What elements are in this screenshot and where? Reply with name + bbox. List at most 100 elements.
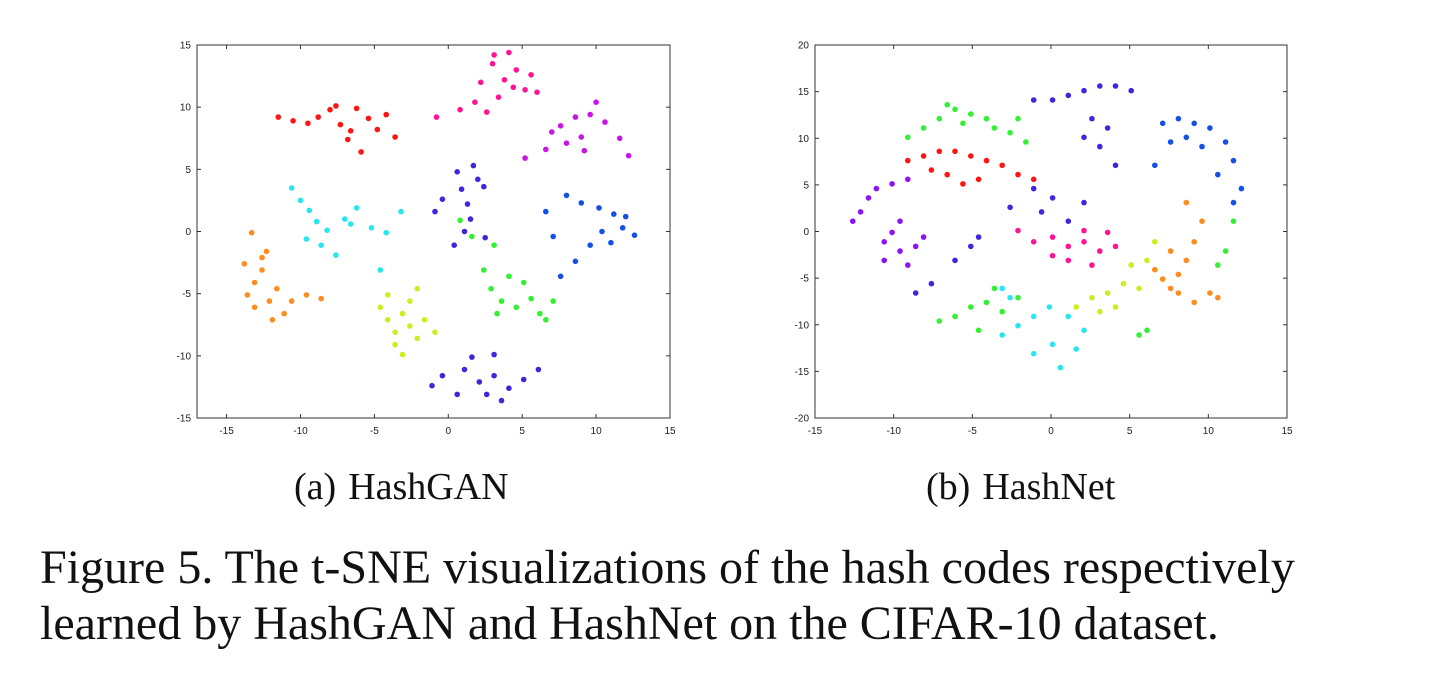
data-point	[475, 176, 481, 183]
data-point	[1238, 185, 1245, 192]
data-point	[318, 295, 325, 302]
data-point	[1081, 87, 1087, 94]
data-point	[1065, 92, 1072, 99]
y-tick-label: 5	[803, 180, 809, 191]
data-point	[928, 280, 935, 287]
data-point	[461, 366, 468, 373]
data-point	[501, 77, 508, 83]
data-point	[482, 234, 489, 241]
y-tick-label: -5	[182, 289, 191, 300]
data-point	[383, 111, 390, 118]
data-point	[983, 299, 990, 306]
data-point	[421, 317, 428, 323]
data-point	[889, 229, 895, 236]
data-point	[342, 216, 348, 222]
point-cluster	[457, 217, 556, 323]
data-point	[936, 148, 943, 155]
data-point	[1104, 290, 1111, 296]
data-point	[439, 372, 446, 379]
data-point	[1183, 199, 1190, 206]
data-point	[489, 60, 496, 67]
data-point	[881, 257, 887, 264]
data-point	[1230, 157, 1237, 164]
y-tick-label: -15	[177, 414, 192, 425]
data-point	[384, 317, 391, 323]
data-point	[599, 228, 605, 235]
data-point	[572, 114, 579, 120]
data-point	[1215, 294, 1221, 301]
data-point	[631, 232, 638, 238]
data-point	[587, 242, 593, 248]
data-point	[535, 366, 542, 373]
data-point	[513, 304, 520, 311]
data-point	[288, 185, 295, 191]
data-point	[1089, 294, 1095, 301]
data-point	[461, 228, 468, 235]
data-point	[1222, 139, 1229, 145]
data-point	[960, 120, 966, 127]
data-point	[920, 153, 927, 159]
data-point	[619, 225, 626, 231]
point-cluster	[377, 285, 438, 358]
data-point	[1175, 290, 1182, 296]
subcaption-hashnet: (b) HashNet	[926, 468, 1115, 506]
data-point	[297, 197, 304, 204]
figure-caption: Figure 5. The t-SNE visualizations of th…	[40, 540, 1440, 652]
data-point	[274, 285, 280, 292]
data-point	[1049, 234, 1056, 240]
data-point	[491, 351, 497, 358]
data-point	[850, 218, 856, 224]
data-point	[248, 229, 255, 236]
y-tick-label: 20	[798, 41, 810, 52]
point-cluster	[543, 192, 638, 280]
point-cluster	[433, 49, 540, 120]
data-point	[1183, 257, 1190, 264]
data-point	[464, 201, 471, 207]
data-point	[968, 243, 974, 250]
data-point	[1167, 139, 1174, 145]
data-point	[513, 67, 520, 73]
data-point	[476, 379, 483, 385]
point-cluster	[432, 162, 489, 248]
data-point	[1081, 199, 1087, 206]
data-point	[324, 227, 330, 234]
data-point	[1049, 341, 1056, 348]
data-point	[983, 115, 990, 122]
data-point	[593, 99, 599, 105]
y-tick-label: -10	[795, 320, 810, 331]
data-point	[1007, 129, 1013, 136]
data-point	[1015, 322, 1021, 329]
data-point	[1081, 134, 1087, 141]
data-point	[1120, 280, 1127, 287]
point-cluster	[905, 101, 1029, 145]
subcaption-hashgan: (a) HashGAN	[294, 468, 509, 506]
x-tick-label: 10	[591, 426, 603, 437]
data-point	[975, 176, 982, 183]
data-point	[1175, 271, 1182, 278]
data-point	[1144, 257, 1150, 264]
data-point	[392, 134, 398, 140]
data-point	[960, 181, 966, 187]
data-point	[506, 385, 512, 392]
data-point	[550, 298, 556, 304]
point-cluster	[1152, 199, 1221, 306]
data-point	[889, 181, 895, 187]
data-point	[506, 273, 512, 280]
data-point	[1046, 304, 1053, 310]
point-cluster	[999, 285, 1087, 371]
data-point	[281, 310, 288, 317]
data-point	[318, 242, 325, 248]
y-tick-label: 10	[798, 134, 810, 145]
data-point	[975, 327, 982, 334]
data-point	[999, 308, 1005, 315]
data-point	[1030, 350, 1037, 357]
data-point	[1089, 262, 1095, 268]
point-cluster	[429, 351, 542, 404]
subcaption-label: (a)	[294, 466, 337, 508]
data-point	[1065, 313, 1072, 320]
data-point	[433, 114, 440, 120]
x-tick-label: 10	[1203, 426, 1215, 437]
y-tick-label: 15	[180, 41, 192, 52]
data-point	[905, 176, 911, 183]
x-tick-label: 0	[1048, 426, 1054, 437]
